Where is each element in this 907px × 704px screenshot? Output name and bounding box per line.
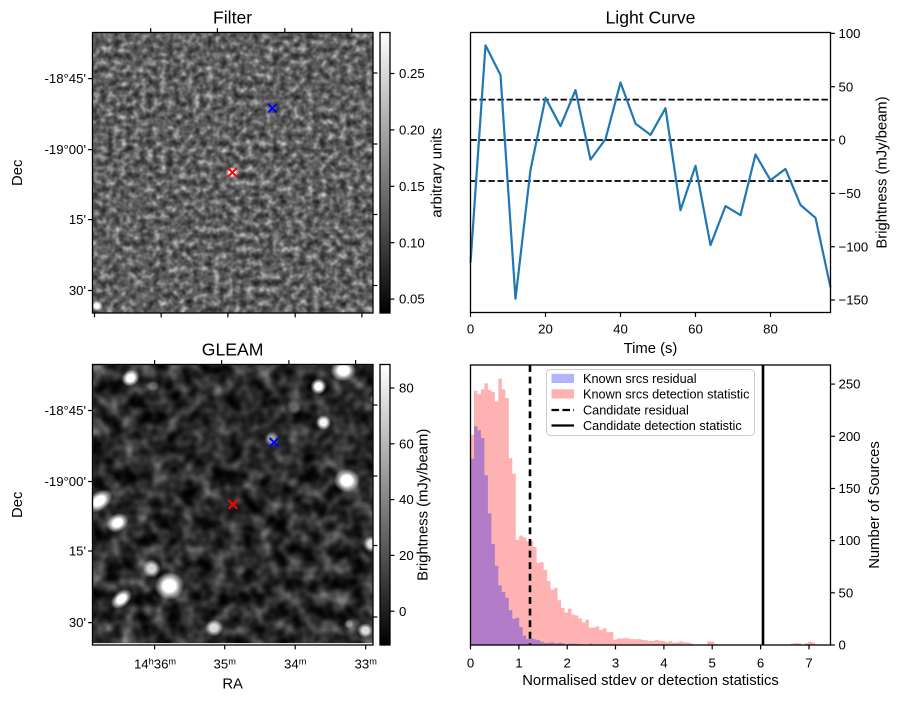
svg-text:60: 60 — [399, 436, 414, 451]
svg-text:20: 20 — [399, 548, 414, 563]
svg-text:Light Curve: Light Curve — [606, 8, 696, 28]
svg-text:40: 40 — [613, 321, 628, 336]
svg-text:50: 50 — [839, 79, 854, 94]
svg-text:0.20: 0.20 — [399, 123, 425, 138]
svg-text:0: 0 — [839, 638, 846, 653]
svg-text:Dec: Dec — [10, 159, 26, 186]
svg-text:-18°45': -18°45' — [44, 403, 86, 418]
svg-text:4: 4 — [660, 656, 667, 671]
svg-text:50: 50 — [839, 585, 854, 600]
svg-text:0.15: 0.15 — [399, 179, 425, 194]
svg-text:Candidate residual: Candidate residual — [583, 403, 689, 417]
svg-text:15': 15' — [69, 544, 86, 559]
svg-text:250: 250 — [839, 377, 861, 392]
svg-text:0.10: 0.10 — [399, 235, 425, 250]
svg-text:20: 20 — [538, 321, 553, 336]
svg-text:0: 0 — [399, 604, 406, 619]
svg-text:arbitrary units: arbitrary units — [430, 128, 446, 218]
svg-text:Dec: Dec — [10, 491, 26, 518]
svg-text:200: 200 — [839, 429, 861, 444]
svg-text:Candidate detection statistic: Candidate detection statistic — [583, 419, 742, 433]
svg-text:-18°45': -18°45' — [44, 71, 86, 86]
svg-text:80: 80 — [763, 321, 778, 336]
svg-text:Time (s): Time (s) — [624, 341, 678, 357]
svg-text:Filter: Filter — [213, 8, 252, 28]
svg-text:30': 30' — [69, 615, 86, 630]
svg-text:14h36m: 14h36m — [134, 656, 176, 671]
svg-text:100: 100 — [839, 26, 861, 41]
svg-text:60: 60 — [688, 321, 703, 336]
svg-text:3: 3 — [612, 656, 619, 671]
svg-text:Normalised stdev or detection: Normalised stdev or detection statistics — [522, 673, 779, 689]
svg-text:150: 150 — [839, 481, 861, 496]
svg-text:Known srcs residual: Known srcs residual — [583, 372, 697, 386]
svg-text:5: 5 — [709, 656, 716, 671]
svg-text:−100: −100 — [839, 239, 869, 254]
svg-text:40: 40 — [399, 492, 414, 507]
svg-text:RA: RA — [222, 677, 243, 693]
svg-text:0: 0 — [839, 133, 846, 148]
svg-text:Brightness (mJy/beam): Brightness (mJy/beam) — [416, 429, 432, 581]
svg-text:Brightness (mJy/beam): Brightness (mJy/beam) — [875, 96, 891, 248]
svg-text:2: 2 — [564, 656, 571, 671]
svg-text:30': 30' — [69, 283, 86, 298]
svg-text:80: 80 — [399, 381, 414, 396]
svg-text:100: 100 — [839, 533, 861, 548]
svg-text:0: 0 — [467, 321, 474, 336]
svg-text:Number of Sources: Number of Sources — [867, 441, 883, 568]
svg-text:6: 6 — [757, 656, 764, 671]
svg-text:15': 15' — [69, 212, 86, 227]
svg-text:0: 0 — [467, 656, 474, 671]
svg-text:0.05: 0.05 — [399, 292, 425, 307]
svg-text:1: 1 — [515, 656, 522, 671]
svg-text:0.25: 0.25 — [399, 66, 425, 81]
svg-text:-19°00': -19°00' — [44, 474, 86, 489]
svg-text:Known srcs detection statistic: Known srcs detection statistic — [583, 387, 750, 401]
svg-text:7: 7 — [805, 656, 812, 671]
svg-text:-19°00': -19°00' — [44, 142, 86, 157]
svg-text:−150: −150 — [839, 293, 869, 308]
svg-text:GLEAM: GLEAM — [202, 340, 264, 360]
svg-text:−50: −50 — [839, 186, 861, 201]
